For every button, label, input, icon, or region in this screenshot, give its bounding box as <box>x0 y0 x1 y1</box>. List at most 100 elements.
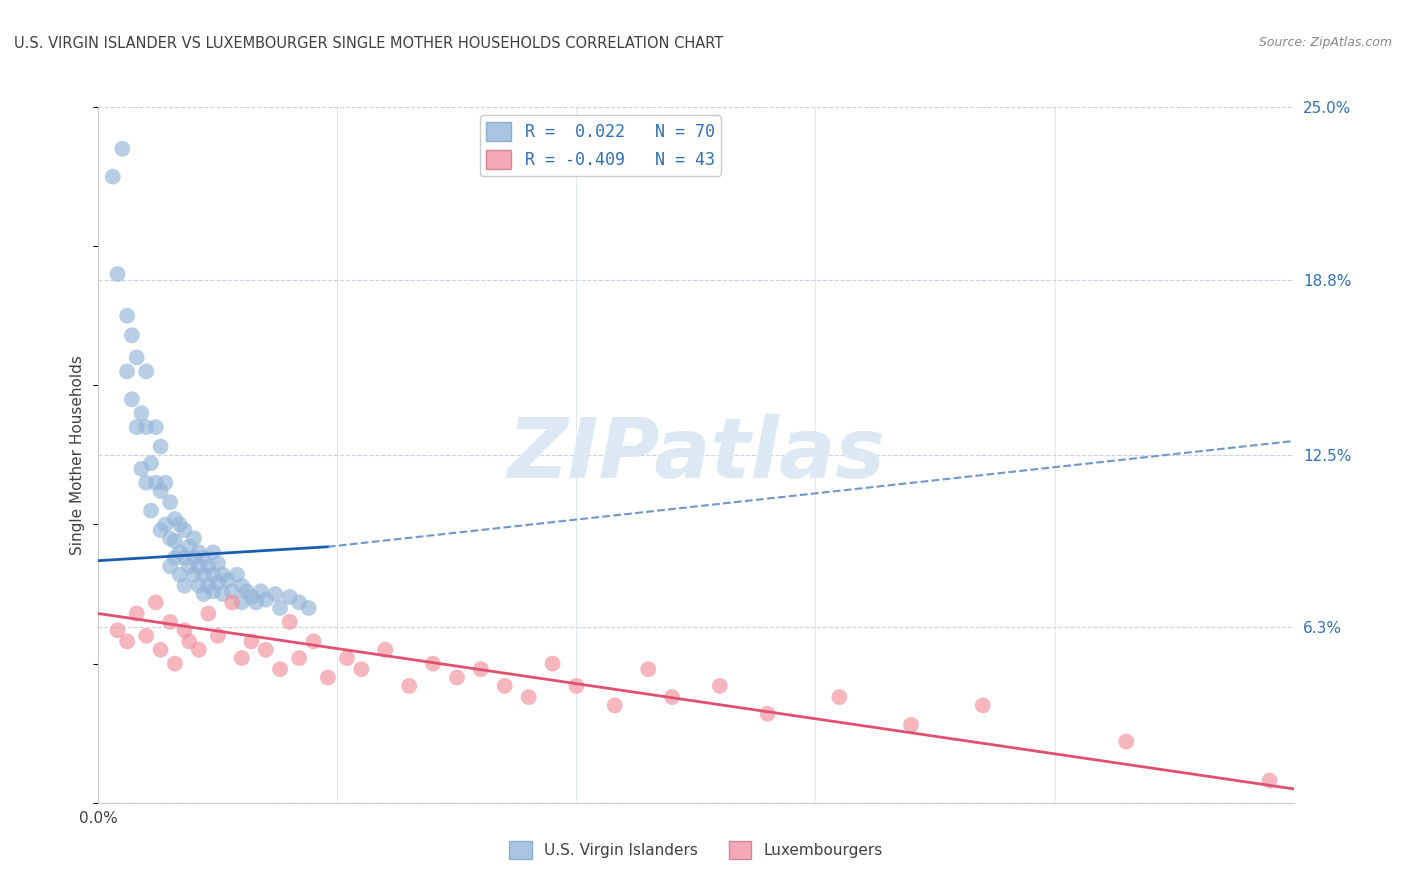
Point <box>221 584 243 599</box>
Point <box>149 440 172 454</box>
Point <box>756 706 779 721</box>
Point <box>121 392 143 407</box>
Point <box>565 679 588 693</box>
Point <box>302 634 325 648</box>
Point <box>603 698 626 713</box>
Point <box>217 573 239 587</box>
Point <box>231 579 253 593</box>
Point <box>159 559 181 574</box>
Point <box>541 657 564 671</box>
Point <box>422 657 444 671</box>
Point <box>145 420 167 434</box>
Point <box>972 698 994 713</box>
Point <box>240 590 263 604</box>
Point <box>125 420 148 434</box>
Point <box>149 642 172 657</box>
Point <box>254 642 277 657</box>
Point <box>298 601 321 615</box>
Point <box>125 351 148 365</box>
Text: Source: ZipAtlas.com: Source: ZipAtlas.com <box>1258 36 1392 49</box>
Point <box>202 567 225 582</box>
Point <box>207 557 229 571</box>
Point <box>828 690 851 704</box>
Point <box>149 523 172 537</box>
Point <box>115 364 138 378</box>
Point <box>101 169 124 184</box>
Point <box>278 590 301 604</box>
Point <box>336 651 359 665</box>
Point <box>115 309 138 323</box>
Point <box>145 475 167 490</box>
Point <box>470 662 492 676</box>
Point <box>183 532 205 546</box>
Point <box>202 584 225 599</box>
Point <box>145 595 167 609</box>
Point <box>121 328 143 343</box>
Point <box>197 607 219 621</box>
Point <box>187 642 209 657</box>
Point <box>169 567 191 582</box>
Point <box>709 679 731 693</box>
Text: ZIPatlas: ZIPatlas <box>508 415 884 495</box>
Point <box>254 592 277 607</box>
Point <box>173 579 195 593</box>
Point <box>278 615 301 629</box>
Point <box>211 567 233 582</box>
Point <box>155 517 177 532</box>
Y-axis label: Single Mother Households: Single Mother Households <box>70 355 86 555</box>
Point <box>173 523 195 537</box>
Point <box>115 634 138 648</box>
Point <box>159 495 181 509</box>
Point <box>211 587 233 601</box>
Text: U.S. VIRGIN ISLANDER VS LUXEMBOURGER SINGLE MOTHER HOUSEHOLDS CORRELATION CHART: U.S. VIRGIN ISLANDER VS LUXEMBOURGER SIN… <box>14 36 723 51</box>
Point <box>231 595 253 609</box>
Point <box>163 657 186 671</box>
Point <box>226 567 249 582</box>
Point <box>193 587 215 601</box>
Point <box>179 559 201 574</box>
Point <box>179 540 201 554</box>
Point <box>131 406 153 420</box>
Point <box>637 662 659 676</box>
Point <box>183 567 205 582</box>
Point <box>107 624 129 638</box>
Point <box>159 615 181 629</box>
Point <box>269 662 291 676</box>
Point <box>231 651 253 665</box>
Point <box>107 267 129 281</box>
Point <box>193 550 215 565</box>
Point <box>316 671 339 685</box>
Point <box>155 475 177 490</box>
Point <box>187 559 209 574</box>
Point <box>131 462 153 476</box>
Point <box>163 534 186 549</box>
Point <box>197 579 219 593</box>
Point <box>179 634 201 648</box>
Point <box>169 545 191 559</box>
Point <box>494 679 516 693</box>
Legend: U.S. Virgin Islanders, Luxembourgers: U.S. Virgin Islanders, Luxembourgers <box>503 835 889 864</box>
Point <box>159 532 181 546</box>
Point <box>163 512 186 526</box>
Point <box>169 517 191 532</box>
Point <box>173 624 195 638</box>
Point <box>288 651 311 665</box>
Point <box>900 718 922 732</box>
Point <box>187 579 209 593</box>
Point <box>1258 773 1281 788</box>
Point <box>163 550 186 565</box>
Point <box>446 671 468 685</box>
Text: 0.0%: 0.0% <box>79 811 118 826</box>
Point <box>288 595 311 609</box>
Point <box>207 629 229 643</box>
Point <box>235 584 257 599</box>
Point <box>374 642 396 657</box>
Point <box>193 567 215 582</box>
Point <box>221 595 243 609</box>
Point <box>139 503 162 517</box>
Point <box>125 607 148 621</box>
Point <box>173 550 195 565</box>
Point <box>111 142 134 156</box>
Point <box>207 576 229 591</box>
Point <box>398 679 420 693</box>
